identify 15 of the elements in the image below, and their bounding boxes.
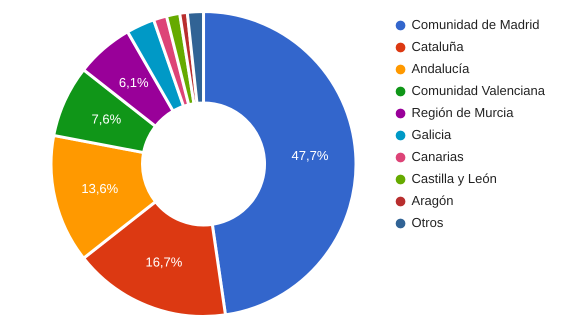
legend-label: Aragón [412, 193, 454, 208]
legend-label: Cataluña [412, 39, 464, 54]
data-label: 6,1% [118, 74, 149, 90]
legend-label: Castilla y León [412, 171, 497, 186]
legend-label: Galicia [412, 127, 452, 142]
legend-label: Otros [412, 215, 444, 230]
data-label: 47,7% [292, 148, 329, 163]
legend-label: Andalucía [412, 61, 470, 76]
data-label: 16,7% [145, 254, 183, 270]
data-label: 7,6% [92, 111, 122, 126]
legend-label: Región de Murcia [412, 105, 514, 120]
legend-label: Comunidad de Madrid [412, 17, 540, 32]
data-label: 13,6% [81, 180, 119, 196]
legend-label: Comunidad Valenciana [412, 83, 546, 98]
legend-label: Canarias [412, 149, 464, 164]
